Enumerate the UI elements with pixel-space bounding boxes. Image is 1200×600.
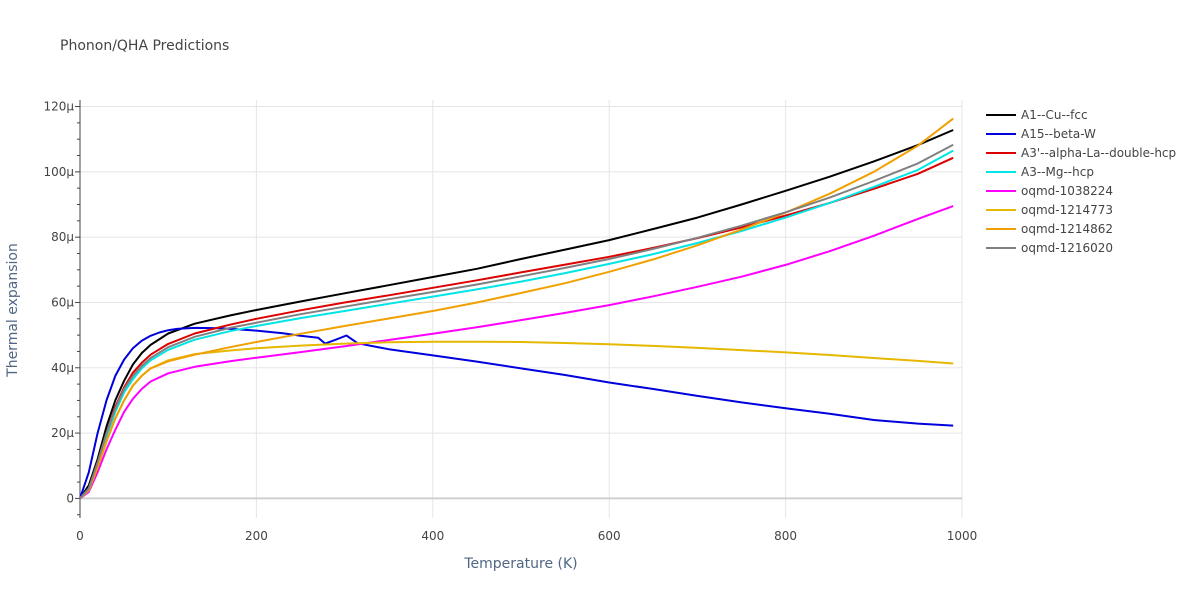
x-tick-label: 200 [245,529,268,543]
y-tick-label: 40µ [51,361,74,375]
legend-label-6[interactable]: oqmd-1214862 [1021,222,1113,236]
series-line-4 [79,205,954,500]
x-axis-title: Temperature (K) [463,556,577,572]
legend-label-4[interactable]: oqmd-1038224 [1021,184,1113,198]
axes-layer: 0 200 400 600 800 1000 0 20µ 40µ 60µ 80µ 100µ 120µ [43,100,977,543]
series-line-1 [79,326,954,499]
x-tick-label: 600 [598,529,621,543]
y-tick-label: 60µ [51,295,74,309]
legend-label-5[interactable]: oqmd-1214773 [1021,203,1113,217]
x-tick-label: 400 [421,529,444,543]
x-tick-label: 800 [774,529,797,543]
y-tick-label: 80µ [51,230,74,244]
legend-label-0[interactable]: A1--Cu--fcc [1021,108,1088,122]
legend-label-7[interactable]: oqmd-1216020 [1021,241,1113,255]
chart-title: Phonon/QHA Predictions [60,38,229,54]
legend-label-2[interactable]: A3'--alpha-La--double-hcp [1021,146,1176,160]
legend-label-3[interactable]: A3--Mg--hcp [1021,165,1094,179]
x-tick-label: 0 [76,529,84,543]
series-line-7 [79,143,954,500]
y-tick-label: 120µ [43,100,74,114]
x-tick-label: 1000 [947,529,978,543]
series-line-0 [79,129,954,499]
y-tick-label: 20µ [51,426,74,440]
y-axis-title: Thermal expansion [5,243,21,378]
legend: A1--Cu--fcc A15--beta-W A3'--alpha-La--dou… [986,108,1176,255]
legend-label-1[interactable]: A15--beta-W [1021,127,1096,141]
series-line-3 [79,149,954,500]
grid-layer [80,100,963,518]
series-layer [79,117,954,500]
y-tick-label: 100µ [43,165,74,179]
y-tick-label: 0 [66,491,74,505]
series-line-6 [79,117,954,500]
